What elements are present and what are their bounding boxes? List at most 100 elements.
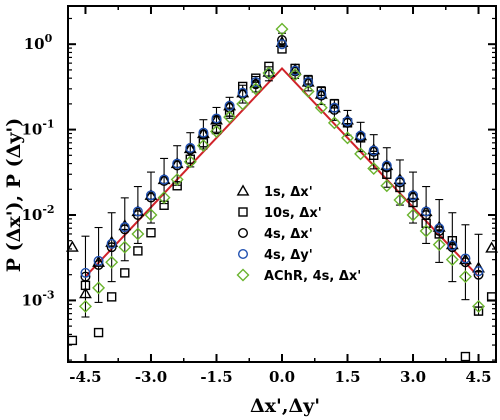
legend-label: AChR, 4s, Δx' [264,269,361,284]
data-point-series-2 [133,246,143,256]
legend-marker [236,268,250,282]
data-point-series-2 [369,150,379,161]
data-point-series-4 [316,89,327,100]
data-point-series-3 [460,257,471,268]
data-point-series-4 [93,255,104,266]
x-tick-label: -3.0 [135,368,167,386]
data-point-series-2 [460,351,471,362]
x-tick-label: 1.5 [334,368,360,386]
data-point-series-2 [93,327,104,338]
data-point-series-1 [262,65,276,77]
data-point-series-5 [144,208,158,222]
data-point-series-5 [314,101,328,115]
data-point-series-1 [275,35,289,47]
fit-line [84,66,480,278]
data-point-series-5 [92,281,106,295]
data-point-series-5 [170,173,184,187]
legend-label: 4s, Δx' [264,227,313,242]
data-point-series-4 [211,113,222,124]
data-point-series-1 [432,220,446,232]
data-point-series-4 [198,127,209,138]
data-point-series-1 [118,219,132,231]
data-point-series-5 [209,125,223,138]
legend-marker [237,227,248,238]
data-point-series-4 [329,102,340,113]
data-point-series-4 [159,174,170,185]
data-point-series-5 [275,22,289,36]
data-point-series-2 [146,228,156,238]
x-tick-label: -1.5 [200,368,232,386]
y-tick-exponent: 0 [45,32,53,45]
y-tick-base: 10 [24,35,45,53]
data-point-series-2 [185,154,195,164]
data-point-series-5 [445,253,459,267]
x-tick-label: 3.0 [400,368,426,386]
y-tick-base: 10 [21,291,42,309]
data-point-series-2 [251,73,261,83]
y-tick-base: 10 [21,206,42,224]
data-point-series-5 [118,240,132,254]
y-axis-label: P (Δx'), P (Δy') [3,118,25,272]
data-point-series-4 [119,222,130,233]
data-point-series-2 [395,182,405,193]
x-tick-label: 0.0 [269,368,295,386]
y-tick-exponent: -2 [42,203,54,216]
data-points-layer [65,22,499,362]
data-point-series-4 [434,223,445,234]
data-point-series-5 [327,116,341,130]
data-point-series-2 [67,335,78,346]
data-point-series-5 [458,270,472,284]
data-point-series-5 [472,299,486,313]
y-tick-exponent: -1 [42,118,54,131]
data-point-series-3 [93,259,104,270]
x-tick-label: 4.5 [465,368,491,386]
data-point-series-1 [105,235,119,247]
data-point-series-4 [263,67,274,78]
data-point-series-5 [380,179,394,193]
data-point-series-4 [106,238,117,249]
data-point-series-5 [262,66,276,80]
y-tick-label: 100 [24,32,53,53]
data-point-series-1 [65,240,79,252]
data-point-series-5 [236,97,250,111]
data-point-series-5 [393,193,407,207]
data-point-series-2 [329,99,340,109]
data-point-series-5 [131,227,145,241]
data-point-series-4 [290,65,301,76]
x-axis-label: Δx',Δy' [250,395,320,417]
data-point-series-2 [106,292,117,302]
data-point-series-3 [277,34,288,45]
data-point-series-4 [355,130,366,141]
data-point-series-5 [223,110,237,124]
data-point-series-1 [485,241,499,253]
data-point-series-5 [406,208,420,222]
data-point-series-4 [237,87,248,98]
data-point-series-3 [106,242,117,253]
data-point-series-3 [434,225,445,236]
data-point-series-5 [249,82,263,96]
data-point-series-4 [421,206,432,217]
data-point-series-5 [157,191,171,205]
data-point-series-2 [447,236,458,246]
data-point-series-4 [408,190,419,201]
y-tick-exponent: -3 [42,288,54,301]
data-point-series-4 [172,158,183,169]
data-point-series-3 [473,269,484,280]
data-point-series-5 [367,162,381,176]
data-point-series-4 [473,266,484,277]
plot-frame [67,5,497,363]
data-point-series-1 [79,287,92,299]
data-point-series-2 [408,197,418,208]
data-point-series-4 [460,253,471,264]
data-point-series-5 [78,299,92,313]
data-point-series-4 [342,116,353,127]
data-point-series-4 [80,267,91,278]
legend-marker [236,184,250,196]
data-point-series-2 [264,61,274,72]
data-point-series-4 [224,100,235,111]
y-tick-base: 10 [21,121,42,139]
legend-marker [238,207,248,217]
y-tick-label: 10-3 [21,288,54,309]
data-point-series-2 [224,107,235,117]
